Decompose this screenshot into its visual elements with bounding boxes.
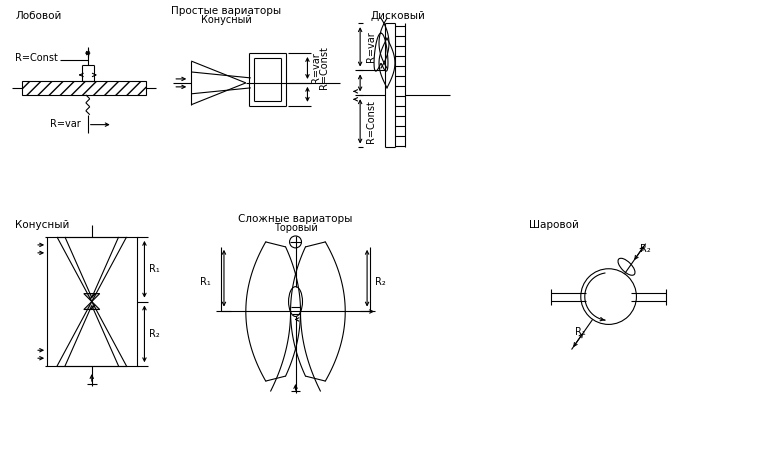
Circle shape	[581, 269, 636, 324]
Text: R₁: R₁	[150, 264, 160, 274]
Text: R=var: R=var	[312, 53, 322, 83]
Text: Сложные вариаторы: Сложные вариаторы	[238, 214, 353, 224]
Text: Конусный: Конусный	[15, 220, 70, 230]
Ellipse shape	[618, 258, 635, 275]
Text: Простые вариаторы: Простые вариаторы	[171, 6, 281, 16]
Text: Торовый: Торовый	[274, 223, 317, 233]
Text: Дисковый: Дисковый	[370, 11, 425, 21]
Text: R₂: R₂	[150, 329, 160, 339]
Ellipse shape	[289, 287, 303, 316]
Text: R=Const: R=Const	[15, 53, 58, 63]
Circle shape	[290, 236, 302, 248]
Text: R=var: R=var	[366, 32, 376, 62]
Text: R₁: R₁	[200, 276, 211, 287]
Text: Шаровой: Шаровой	[529, 220, 579, 230]
Text: R=Const: R=Const	[319, 47, 329, 90]
Text: R₂: R₂	[640, 244, 651, 254]
Text: Лобовой: Лобовой	[15, 11, 62, 21]
Text: R=Const: R=Const	[366, 100, 376, 143]
Polygon shape	[84, 302, 100, 309]
Text: R₂: R₂	[375, 276, 386, 287]
Polygon shape	[84, 293, 100, 302]
Text: Конусный: Конусный	[201, 15, 251, 25]
Bar	[22, 81, 147, 95]
Text: R=var: R=var	[50, 119, 81, 128]
Text: R₁: R₁	[575, 327, 586, 337]
